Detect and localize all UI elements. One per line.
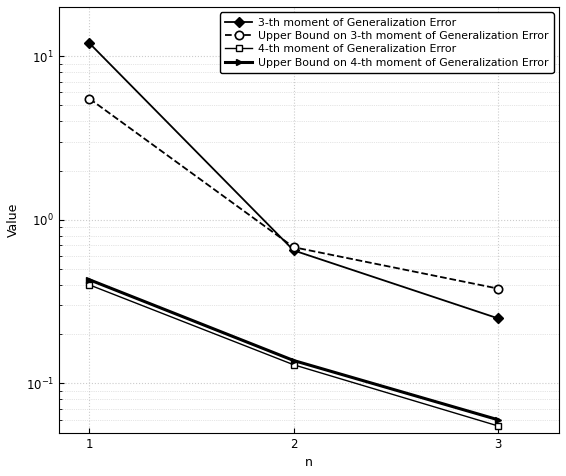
3-th moment of Generalization Error — [86, 40, 93, 46]
Line: 4-th moment of Generalization Error: 4-th moment of Generalization Error — [87, 282, 500, 429]
X-axis label: n: n — [305, 456, 313, 469]
Line: Upper Bound on 4-th moment of Generalization Error: Upper Bound on 4-th moment of Generaliza… — [87, 277, 500, 423]
Upper Bound on 3-th moment of Generalization Error — [290, 244, 297, 250]
Upper Bound on 3-th moment of Generalization Error — [495, 286, 501, 291]
4-th moment of Generalization Error — [86, 282, 93, 288]
Upper Bound on 4-th moment of Generalization Error — [495, 417, 501, 423]
Y-axis label: Value: Value — [7, 203, 20, 237]
Upper Bound on 4-th moment of Generalization Error — [86, 277, 93, 283]
Line: 3-th moment of Generalization Error: 3-th moment of Generalization Error — [86, 40, 501, 322]
3-th moment of Generalization Error — [290, 248, 297, 253]
Upper Bound on 3-th moment of Generalization Error — [86, 96, 93, 101]
Upper Bound on 4-th moment of Generalization Error — [290, 357, 297, 363]
3-th moment of Generalization Error — [495, 316, 501, 321]
Line: Upper Bound on 3-th moment of Generalization Error: Upper Bound on 3-th moment of Generaliza… — [85, 95, 502, 293]
4-th moment of Generalization Error — [290, 362, 297, 367]
Legend: 3-th moment of Generalization Error, Upper Bound on 3-th moment of Generalizatio: 3-th moment of Generalization Error, Upp… — [220, 12, 554, 73]
4-th moment of Generalization Error — [495, 423, 501, 429]
